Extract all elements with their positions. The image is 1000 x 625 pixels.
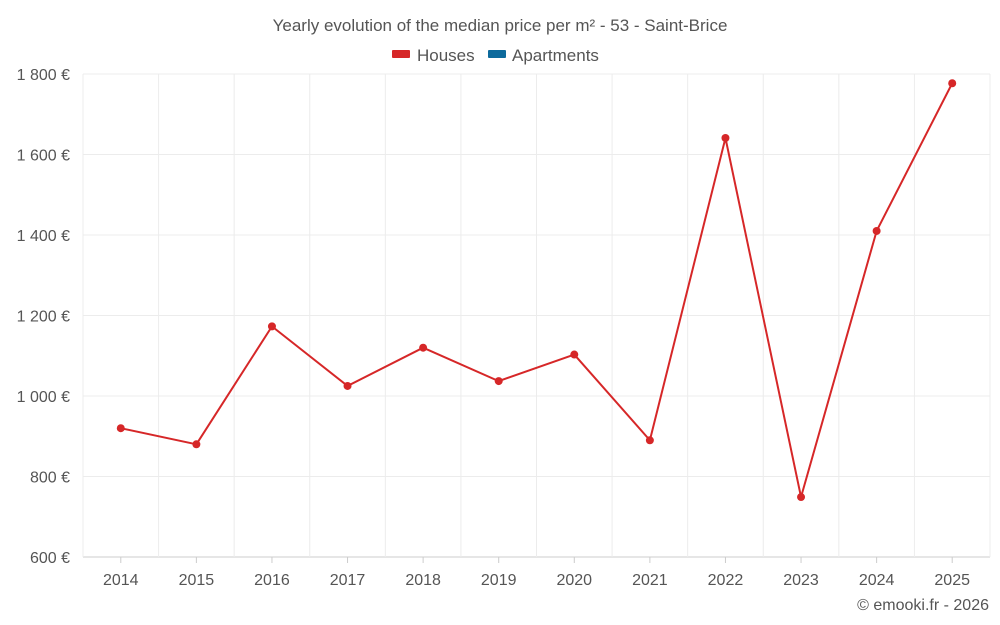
x-tick-label: 2014: [103, 572, 139, 589]
x-tick-label: 2016: [254, 572, 290, 589]
data-point-2015[interactable]: [192, 440, 201, 449]
data-point-2025[interactable]: [948, 79, 957, 88]
y-tick-label: 1 600 €: [17, 148, 70, 165]
x-tick-label: 2022: [708, 572, 744, 589]
data-point-2020[interactable]: [570, 350, 579, 359]
legend-label-houses[interactable]: Houses: [417, 46, 475, 65]
legend-label-apartments[interactable]: Apartments: [512, 46, 599, 65]
x-tick-label: 2017: [330, 572, 366, 589]
data-point-2016[interactable]: [267, 322, 276, 331]
data-point-2022[interactable]: [721, 133, 730, 142]
y-tick-label: 1 400 €: [17, 228, 70, 245]
legend-swatch-houses[interactable]: [392, 50, 410, 58]
legend: Houses Apartments: [392, 46, 599, 65]
data-point-2024[interactable]: [872, 226, 881, 235]
y-axis-ticks: 600 € 800 € 1 000 € 1 200 € 1 400 € 1 600 € 1 …: [17, 67, 70, 567]
y-tick-label: 800 €: [30, 470, 70, 487]
credit-text: © emooki.fr - 2026: [857, 597, 989, 614]
x-tick-label: 2015: [179, 572, 215, 589]
y-tick-label: 1 800 €: [17, 67, 70, 84]
y-tick-label: 600 €: [30, 550, 70, 567]
data-point-2014[interactable]: [116, 424, 125, 433]
x-axis-ticks: 2014 2015 2016 2017 2018 2019 2020 2021 2022 2023…: [103, 557, 970, 589]
x-tick-label: 2023: [783, 572, 819, 589]
y-tick-label: 1 200 €: [17, 309, 70, 326]
y-tick-label: 1 000 €: [17, 389, 70, 406]
chart-title: Yearly evolution of the median price per…: [273, 16, 728, 35]
x-tick-label: 2021: [632, 572, 668, 589]
x-tick-label: 2019: [481, 572, 517, 589]
data-point-2021[interactable]: [645, 436, 654, 445]
x-tick-label: 2020: [556, 572, 592, 589]
series-group: [116, 79, 957, 502]
data-point-2017[interactable]: [343, 381, 352, 390]
legend-swatch-apartments[interactable]: [488, 50, 506, 58]
data-point-2023[interactable]: [797, 493, 806, 502]
data-point-2018[interactable]: [419, 343, 428, 352]
x-tick-label: 2018: [405, 572, 441, 589]
x-tick-label: 2025: [934, 572, 970, 589]
data-point-2019[interactable]: [494, 377, 503, 386]
gridlines: [82, 73, 991, 558]
series-line-houses: [120, 82, 954, 499]
x-tick-label: 2024: [859, 572, 895, 589]
